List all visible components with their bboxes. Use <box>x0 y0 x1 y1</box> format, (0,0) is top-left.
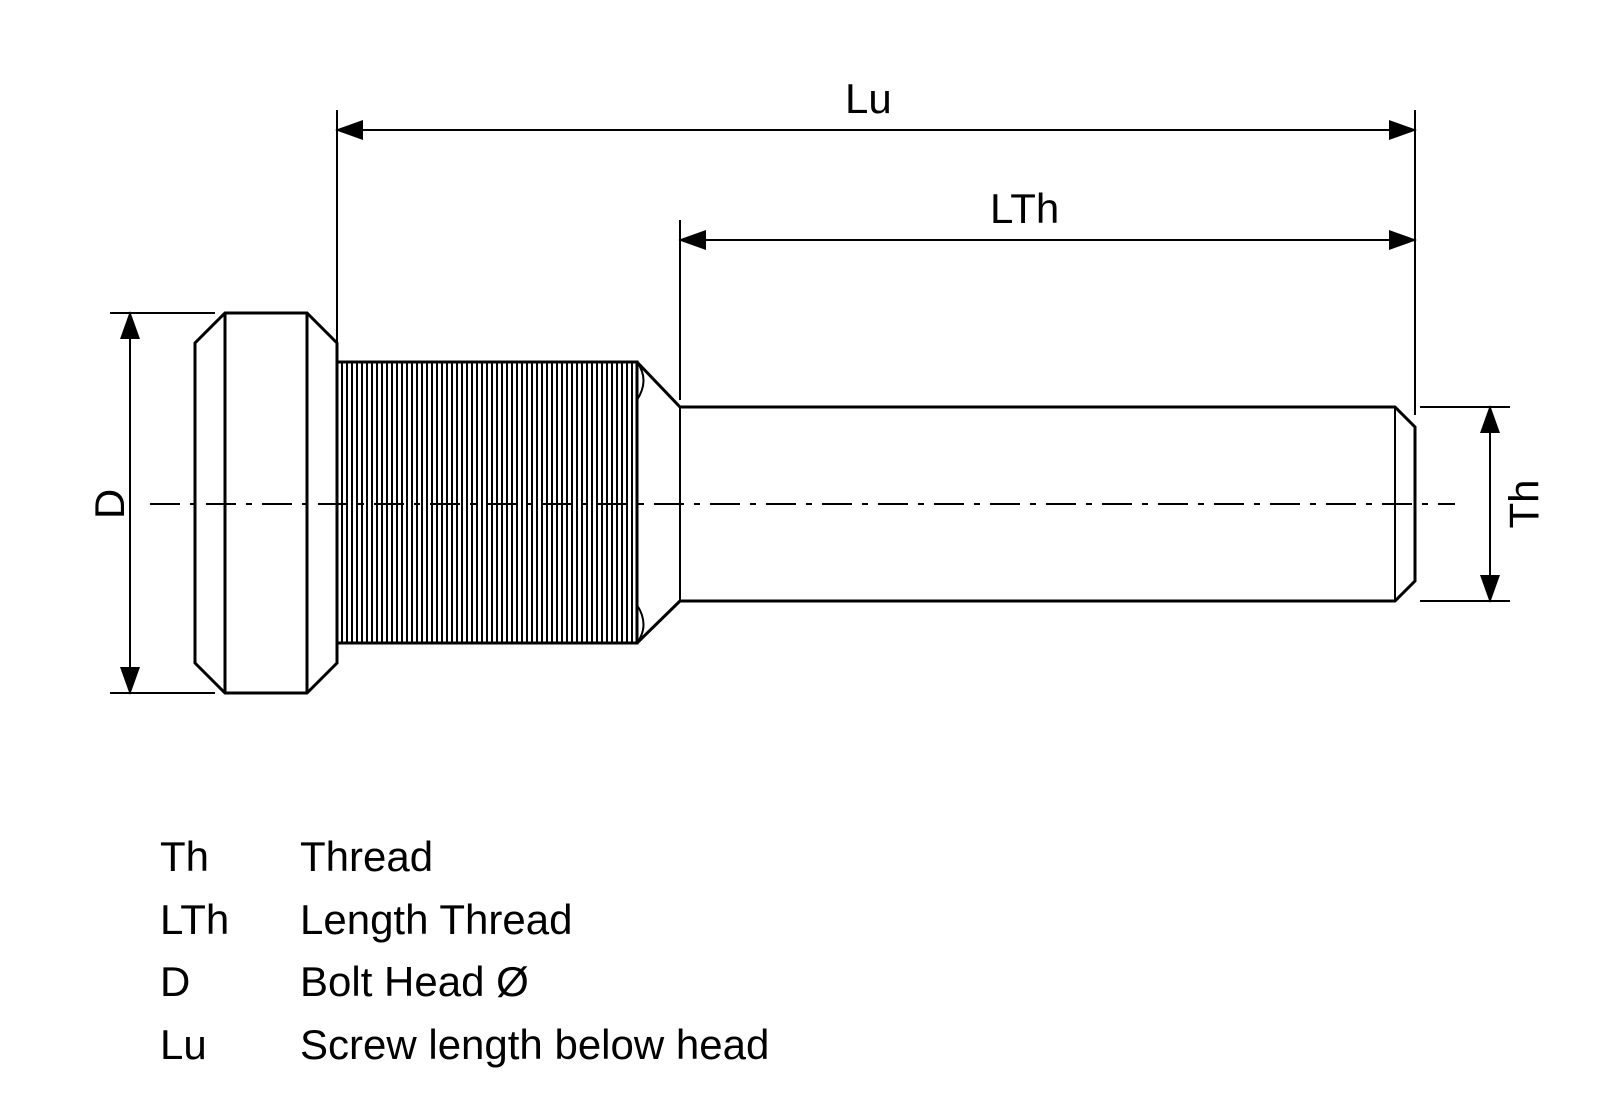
dim-label-lu: Lu <box>845 75 892 123</box>
legend-desc: Bolt Head Ø <box>300 955 769 1010</box>
legend-desc: Screw length below head <box>300 1018 769 1073</box>
dim-label-lth: LTh <box>990 185 1059 233</box>
legend-key: Lu <box>160 1018 300 1073</box>
legend-row: Th Thread <box>160 830 769 885</box>
legend-row: LTh Length Thread <box>160 893 769 948</box>
legend-row: D Bolt Head Ø <box>160 955 769 1010</box>
legend-key: Th <box>160 830 300 885</box>
legend-key: D <box>160 955 300 1010</box>
dim-label-th: Th <box>1501 479 1549 528</box>
legend-row: Lu Screw length below head <box>160 1018 769 1073</box>
legend-desc: Thread <box>300 830 769 885</box>
dim-label-d: D <box>86 489 134 519</box>
legend-key: LTh <box>160 893 300 948</box>
legend: Th Thread LTh Length Thread D Bolt Head … <box>160 830 769 1080</box>
legend-desc: Length Thread <box>300 893 769 948</box>
